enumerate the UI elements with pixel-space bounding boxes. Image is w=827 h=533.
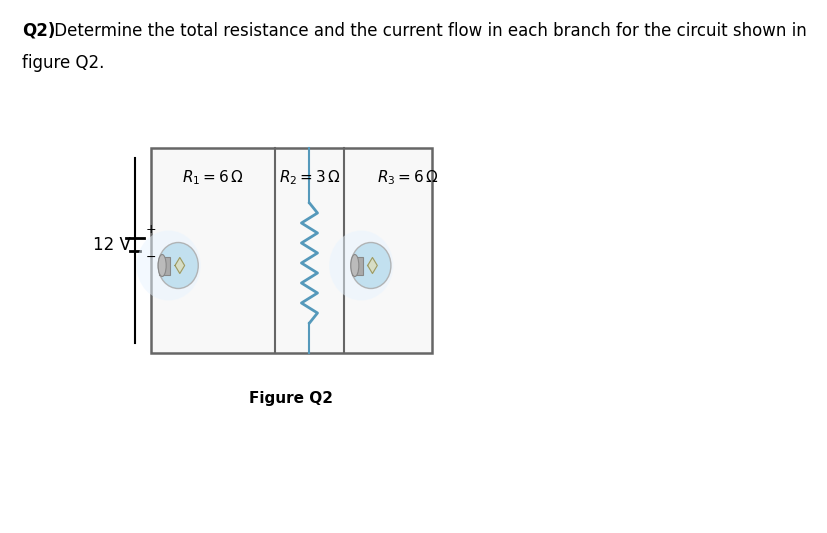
Ellipse shape (136, 230, 200, 301)
Bar (351, 256, 362, 274)
Ellipse shape (351, 254, 358, 277)
Ellipse shape (351, 243, 390, 288)
Text: Determine the total resistance and the current flow in each branch for the circu: Determine the total resistance and the c… (49, 22, 805, 40)
Text: +: + (146, 223, 156, 236)
Text: −: − (146, 251, 156, 264)
Text: $R_3 = 6\,\Omega$: $R_3 = 6\,\Omega$ (376, 168, 438, 188)
Ellipse shape (158, 254, 166, 277)
Bar (151, 148, 432, 353)
Ellipse shape (158, 243, 198, 288)
Bar (159, 256, 170, 274)
Text: $R_2 = 3\,\Omega$: $R_2 = 3\,\Omega$ (278, 168, 340, 188)
Polygon shape (367, 257, 377, 273)
Text: Figure Q2: Figure Q2 (249, 391, 333, 406)
Ellipse shape (328, 230, 393, 301)
Text: $R_1 = 6\,\Omega$: $R_1 = 6\,\Omega$ (182, 168, 244, 188)
Text: figure Q2.: figure Q2. (22, 54, 105, 72)
Text: 12 V: 12 V (93, 236, 131, 254)
Text: Q2): Q2) (22, 22, 55, 40)
Polygon shape (174, 257, 184, 273)
